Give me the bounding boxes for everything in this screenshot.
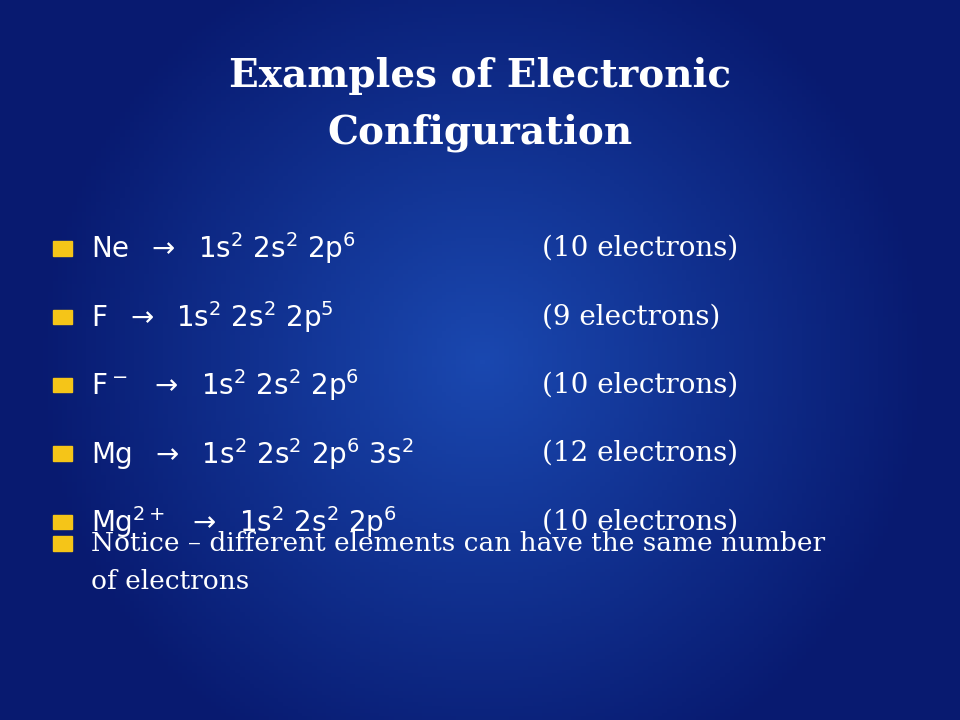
Text: (9 electrons): (9 electrons) <box>542 303 721 330</box>
Text: $\mathregular{F}$  $\rightarrow$  $\mathregular{1s^2\ 2s^2\ 2p^5}$: $\mathregular{F}$ $\rightarrow$ $\mathre… <box>91 299 334 335</box>
Bar <box>53 446 72 461</box>
Bar <box>53 515 72 529</box>
Text: Notice – different elements can have the same number: Notice – different elements can have the… <box>91 531 826 556</box>
Bar <box>53 378 72 392</box>
Text: $\mathregular{Mg}$  $\rightarrow$  $\mathregular{1s^2\ 2s^2\ 2p^6\ 3s^2}$: $\mathregular{Mg}$ $\rightarrow$ $\mathr… <box>91 436 414 472</box>
Bar <box>53 310 72 324</box>
Text: $\mathregular{F^-}$  $\rightarrow$  $\mathregular{1s^2\ 2s^2\ 2p^6}$: $\mathregular{F^-}$ $\rightarrow$ $\math… <box>91 367 359 403</box>
Text: (10 electrons): (10 electrons) <box>542 235 738 262</box>
Text: (10 electrons): (10 electrons) <box>542 508 738 536</box>
Bar <box>53 536 72 551</box>
Text: $\mathregular{Mg^{2+}}$  $\rightarrow$  $\mathregular{1s^2\ 2s^2\ 2p^6}$: $\mathregular{Mg^{2+}}$ $\rightarrow$ $\… <box>91 504 397 540</box>
Text: $\mathregular{Ne}$  $\rightarrow$  $\mathregular{1s^2\ 2s^2\ 2p^6}$: $\mathregular{Ne}$ $\rightarrow$ $\mathr… <box>91 230 356 266</box>
Text: Examples of Electronic: Examples of Electronic <box>228 57 732 94</box>
Text: (12 electrons): (12 electrons) <box>542 440 738 467</box>
Text: of electrons: of electrons <box>91 570 250 594</box>
Bar <box>53 241 72 256</box>
Text: Configuration: Configuration <box>327 114 633 153</box>
Text: (10 electrons): (10 electrons) <box>542 372 738 399</box>
